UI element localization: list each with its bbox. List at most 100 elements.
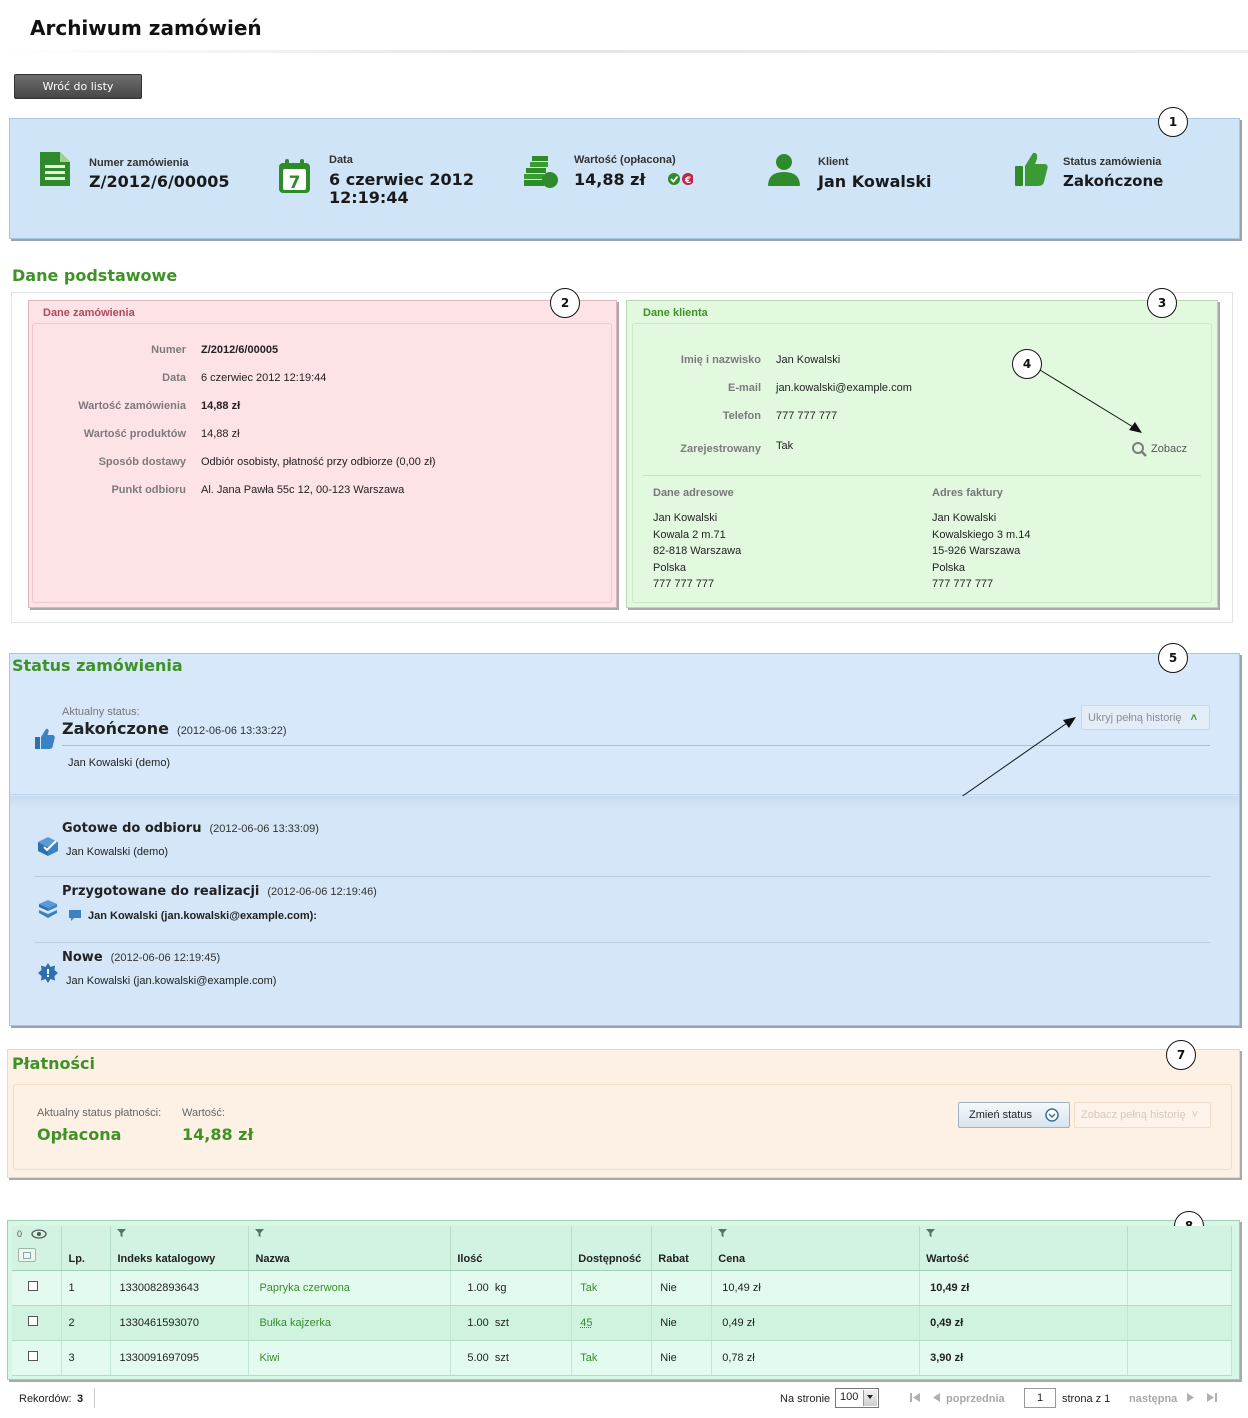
qty-value: 1.00 xyxy=(467,1281,489,1294)
first-page-icon[interactable] xyxy=(909,1392,943,1404)
next-page-link[interactable]: następna xyxy=(1129,1393,1178,1405)
order-detail-label: Punkt odbioru xyxy=(111,484,186,496)
callout-7: 7 xyxy=(1166,1040,1196,1070)
history-item-1-name: Gotowe do odbioru xyxy=(62,821,202,836)
col-name[interactable]: Nazwa xyxy=(248,1226,452,1271)
see-payment-history-label: Zobacz pełną historię xyxy=(1081,1109,1186,1121)
cell-availability: Tak xyxy=(571,1270,653,1306)
select-all-checkbox[interactable] xyxy=(18,1247,36,1262)
qty-unit: szt xyxy=(494,1351,509,1364)
change-status-button[interactable]: Zmień status xyxy=(958,1102,1070,1128)
cell-price: 10,49 zł xyxy=(711,1270,921,1306)
filter-icon[interactable] xyxy=(255,1229,265,1237)
cell-qty: 5.00 szt xyxy=(450,1340,573,1376)
per-page-select[interactable]: 100 xyxy=(835,1388,879,1408)
order-number-label: Numer zamówienia xyxy=(89,157,189,169)
per-page-value: 100 xyxy=(840,1391,859,1403)
hide-history-button[interactable]: Ukryj pełną historię ˄ xyxy=(1081,705,1210,730)
thumbs-up-icon xyxy=(1015,152,1048,186)
payment-value: 14,88 zł xyxy=(182,1125,254,1144)
see-payment-history-button[interactable]: Zobacz pełną historię ˅ xyxy=(1074,1102,1211,1128)
cell-discount: Nie xyxy=(651,1270,713,1306)
filter-icon[interactable] xyxy=(926,1229,936,1237)
cell-lp: 1 xyxy=(61,1270,112,1306)
col-price-label: Cena xyxy=(718,1252,746,1265)
filter-icon[interactable] xyxy=(117,1229,127,1237)
product-name-link[interactable]: Bułka kajzerka xyxy=(259,1316,331,1329)
title-divider xyxy=(0,50,1248,53)
row-checkbox[interactable] xyxy=(28,1316,38,1326)
cell-name: Bułka kajzerka xyxy=(248,1305,452,1341)
page-number: 1 xyxy=(1036,1392,1044,1404)
col-value[interactable]: Wartość xyxy=(919,1226,1129,1271)
col-lp-label: Lp. xyxy=(68,1252,85,1265)
callout-4: 4 xyxy=(1012,349,1042,379)
product-name-link[interactable]: Papryka czerwona xyxy=(259,1281,350,1294)
col-discount[interactable]: Rabat xyxy=(651,1226,713,1271)
current-status-value: Zakończone (2012-06-06 13:33:22) xyxy=(62,719,287,738)
col-index[interactable]: Indeks katalogowy xyxy=(110,1226,250,1271)
calendar-icon: 7 xyxy=(279,159,310,193)
cell-name: Papryka czerwona xyxy=(248,1270,452,1306)
package-check-icon xyxy=(38,837,58,856)
order-detail-label: Sposób dostawy xyxy=(98,456,186,468)
client-detail-value: Tak xyxy=(776,440,794,452)
per-page-label: Na stronie xyxy=(780,1393,831,1405)
history-divider xyxy=(34,876,1210,877)
address-line: 777 777 777 xyxy=(653,578,715,590)
history-item-3-title: Nowe (2012-06-06 12:19:45) xyxy=(62,950,220,965)
row-checkbox-cell xyxy=(12,1340,63,1376)
col-name-label: Nazwa xyxy=(255,1252,290,1265)
page-title: Archiwum zamówień xyxy=(30,16,262,40)
col-lp[interactable]: Lp. xyxy=(61,1226,112,1271)
client-detail-label: Imię i nazwisko xyxy=(680,354,761,366)
cell-lp: 3 xyxy=(61,1340,112,1376)
cell-price: 0,49 zł xyxy=(711,1305,921,1341)
client-detail-label: Telefon xyxy=(722,410,761,422)
client-details-inner xyxy=(632,323,1212,603)
chevron-up-icon: ˄ xyxy=(1190,712,1197,724)
row-checkbox[interactable] xyxy=(28,1351,38,1361)
history-item-2-title: Przygotowane do realizacji (2012-06-06 12… xyxy=(62,884,377,899)
table-row[interactable]: 1 1330082893643 Papryka czerwona 1.00 kg Tak… xyxy=(12,1270,1232,1306)
client-details-title: Dane klienta xyxy=(643,307,708,319)
order-detail-label: Wartość produktów xyxy=(83,428,186,440)
cell-availability: 45 xyxy=(571,1305,653,1341)
address-line: Jan Kowalski xyxy=(653,512,718,524)
order-detail-label: Wartość zamówienia xyxy=(78,400,186,412)
product-name-link[interactable]: Kiwi xyxy=(259,1351,280,1364)
back-to-orders-button[interactable]: Wróć do listy zamówień xyxy=(14,74,142,116)
filter-icon[interactable] xyxy=(718,1229,728,1237)
table-row[interactable]: 2 1330461593070 Bułka kajzerka 1.00 szt 45 Ni… xyxy=(12,1305,1232,1341)
col-qty[interactable]: Ilość xyxy=(450,1226,573,1271)
invoice-line: Polska xyxy=(932,561,966,574)
client-detail-value: Jan Kowalski xyxy=(776,354,841,366)
previous-page-link[interactable]: poprzednia xyxy=(946,1393,1005,1405)
page-number-input[interactable]: 1 xyxy=(1024,1388,1056,1408)
thumbs-up-small-icon xyxy=(35,728,55,749)
current-status-area xyxy=(10,683,1239,795)
last-page-icon[interactable] xyxy=(1185,1392,1221,1404)
col-actions xyxy=(1127,1226,1232,1271)
cell-lp: 2 xyxy=(61,1305,112,1341)
col-availability[interactable]: Dostępność xyxy=(571,1226,653,1271)
col-price[interactable]: Cena xyxy=(711,1226,921,1271)
cell-actions xyxy=(1127,1270,1232,1306)
row-checkbox[interactable] xyxy=(28,1281,38,1291)
magnifier-icon[interactable] xyxy=(1131,441,1149,457)
cell-discount: Nie xyxy=(651,1305,713,1341)
new-badge-icon: ! xyxy=(38,963,58,983)
eye-icon[interactable] xyxy=(31,1229,47,1239)
client-divider xyxy=(643,475,1201,476)
history-divider xyxy=(34,942,1210,943)
address-line: Polska xyxy=(653,561,687,574)
records-count: 3 xyxy=(77,1393,84,1405)
cell-index: 1330082893643 xyxy=(110,1270,250,1306)
history-item-1-title: Gotowe do odbioru (2012-06-06 13:33:09) xyxy=(62,821,319,836)
address-line: Kowala 2 m.71 xyxy=(653,528,726,541)
client-detail-label: E-mail xyxy=(727,382,761,394)
cell-name: Kiwi xyxy=(248,1340,452,1376)
table-row[interactable]: 3 1330091697095 Kiwi 5.00 szt Tak Nie 0,78 zł 3… xyxy=(12,1340,1232,1376)
view-client-link[interactable]: Zobacz xyxy=(1151,443,1188,455)
callout-5: 5 xyxy=(1158,643,1188,673)
